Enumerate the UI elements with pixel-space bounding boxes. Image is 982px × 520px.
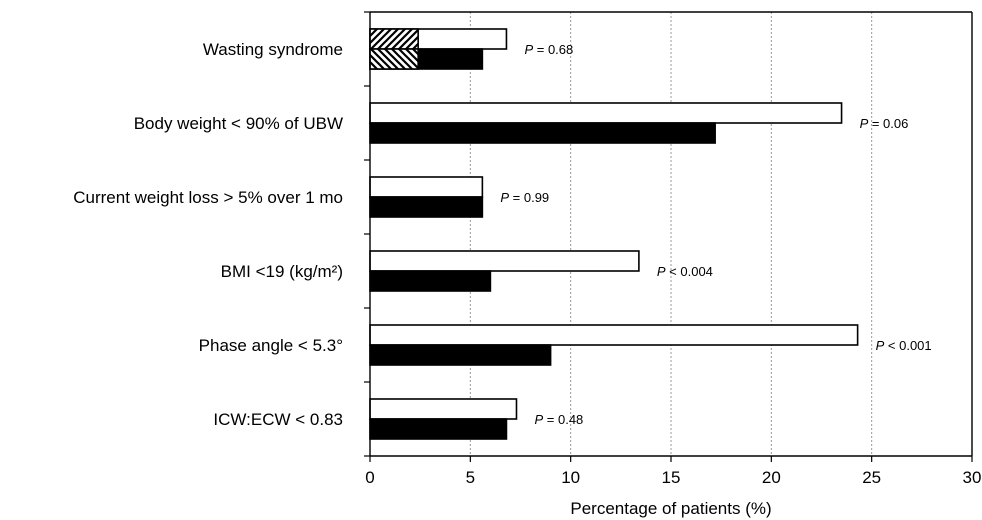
p-value-labels: P = 0.68 P = 0.06 P = 0.99 P < 0.004 P < 0.0… <box>500 42 931 427</box>
p-value-label-4: P < 0.001 <box>876 338 932 353</box>
x-tick-label-0: 0 <box>365 468 374 487</box>
x-tick-label-5: 5 <box>466 468 475 487</box>
bar-open-2 <box>369 176 484 198</box>
category-label-5: ICW:ECW < 0.83 <box>213 410 343 429</box>
x-tick-label-25: 25 <box>862 468 881 487</box>
x-tick-label-20: 20 <box>762 468 781 487</box>
bar-filled-4 <box>369 344 552 366</box>
category-labels: Wasting syndrome Body weight < 90% of UBW… <box>73 40 343 429</box>
category-label-4: Phase angle < 5.3° <box>199 336 343 355</box>
p-value-label-2: P = 0.99 <box>500 190 549 205</box>
category-label-3: BMI <19 (kg/m²) <box>221 262 343 281</box>
bar-hatched-0 <box>369 28 419 50</box>
p-value-label-0: P = 0.68 <box>524 42 573 57</box>
bars <box>369 28 859 440</box>
bar-open-1 <box>369 102 843 124</box>
bar-open-5 <box>369 398 518 420</box>
bar-open-3 <box>369 250 640 272</box>
category-label-1: Body weight < 90% of UBW <box>134 114 343 133</box>
bar-open-4 <box>369 324 859 346</box>
x-axis-title: Percentage of patients (%) <box>570 499 771 518</box>
x-tick-label-10: 10 <box>561 468 580 487</box>
x-tick-label-30: 30 <box>963 468 982 487</box>
p-value-label-1: P = 0.06 <box>860 116 909 131</box>
x-tick-label-15: 15 <box>662 468 681 487</box>
bar-filled-1 <box>369 122 716 144</box>
p-value-label-5: P = 0.48 <box>534 412 583 427</box>
axes <box>364 11 973 462</box>
bar-hatched-1 <box>369 48 419 70</box>
p-value-label-3: P < 0.004 <box>657 264 713 279</box>
category-label-0: Wasting syndrome <box>203 40 343 59</box>
bar-filled-5 <box>369 418 508 440</box>
category-label-2: Current weight loss > 5% over 1 mo <box>73 188 343 207</box>
grid-lines <box>469 12 873 456</box>
bar-filled-2 <box>369 196 484 218</box>
tick-labels: 0 5 10 15 20 25 30 <box>365 468 981 487</box>
bar-filled-3 <box>369 270 492 292</box>
